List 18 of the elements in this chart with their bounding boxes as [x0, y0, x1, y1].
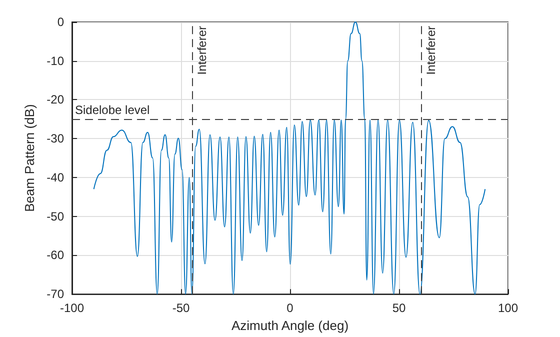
- ref-line-label: Sidelobe level: [75, 103, 150, 118]
- x-tick-label: -100: [60, 301, 84, 316]
- x-tick-label: 50: [392, 301, 406, 316]
- x-axis-title: Azimuth Angle (deg): [231, 318, 349, 333]
- y-tick-label: -10: [46, 54, 64, 68]
- y-tick-label: 0: [57, 15, 64, 29]
- ref-line-label: Interferer: [194, 26, 209, 75]
- y-tick-label: -50: [46, 209, 64, 224]
- y-tick-label: -60: [46, 248, 64, 262]
- x-tick-label: 0: [286, 301, 294, 316]
- y-tick-label: -40: [46, 170, 64, 184]
- ref-line-label: Interferer: [424, 26, 438, 75]
- y-tick-label: -20: [46, 92, 64, 107]
- x-tick-label: 100: [498, 301, 518, 316]
- x-tick-label: -50: [172, 301, 190, 316]
- y-tick-label: -70: [46, 287, 64, 302]
- y-tick-label: -30: [46, 132, 64, 146]
- y-axis-title: Beam Pattern (dB): [22, 104, 37, 212]
